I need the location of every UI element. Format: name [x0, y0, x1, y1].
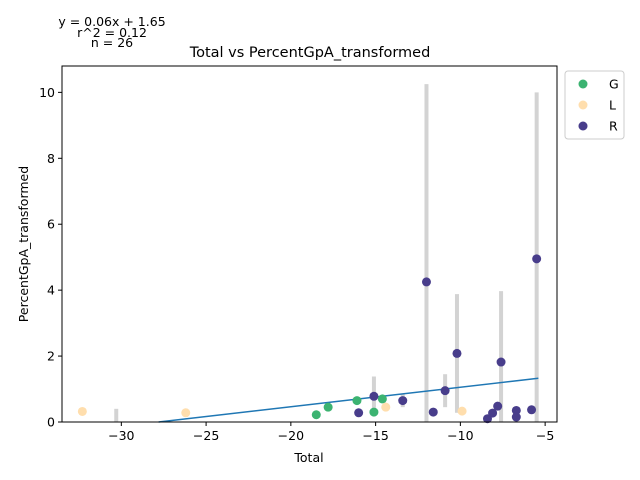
- point-G: [352, 396, 362, 406]
- legend-label-L: L: [609, 98, 616, 113]
- point-L: [77, 406, 87, 416]
- legend-marker-R: [578, 121, 588, 131]
- y-tick-label: 10: [39, 85, 55, 100]
- x-tick-label: −5: [536, 428, 554, 443]
- legend-marker-L: [578, 100, 588, 110]
- n-label: n = 26: [91, 35, 133, 50]
- error-bar: [424, 84, 429, 422]
- data-points: [77, 254, 542, 424]
- legend-frame: [564, 70, 625, 140]
- chart-title: Total vs PercentGpA_transformed: [189, 45, 431, 61]
- point-R: [527, 405, 537, 415]
- error-bar: [114, 408, 119, 422]
- y-axis-ticks: 0 2 4 6 8 10: [39, 85, 62, 430]
- x-tick-label: −20: [278, 428, 304, 443]
- y-axis-label: PercentGpA_transformed: [16, 166, 31, 322]
- regression-line-group: [158, 377, 539, 423]
- point-L: [181, 408, 191, 418]
- legend: GLR: [564, 70, 625, 140]
- error-bar: [499, 291, 504, 422]
- point-G: [311, 410, 321, 420]
- y-tick-label: 6: [47, 217, 55, 232]
- point-R: [452, 348, 462, 358]
- point-R: [493, 401, 503, 411]
- point-R: [354, 408, 364, 418]
- point-L: [381, 402, 391, 412]
- point-R: [511, 405, 521, 415]
- y-tick-label: 4: [47, 283, 55, 298]
- point-L: [457, 406, 467, 416]
- point-G: [377, 394, 387, 404]
- x-axis-ticks: −30 −25 −20 −15 −10 −5: [108, 422, 554, 443]
- point-G: [323, 402, 333, 412]
- error-bars: [80, 84, 539, 423]
- point-R: [398, 396, 408, 406]
- legend-label-G: G: [609, 77, 619, 92]
- point-R: [511, 412, 521, 422]
- regression-line: [158, 377, 539, 423]
- x-axis-label: Total: [293, 450, 323, 465]
- equation-label: y = 0.06x + 1.65: [58, 14, 165, 29]
- x-tick-label: −15: [362, 428, 388, 443]
- stats-annotation: y = 0.06x + 1.65 r^2 = 0.12 n = 26: [58, 14, 165, 50]
- y-tick-label: 2: [47, 349, 55, 364]
- y-tick-label: 0: [47, 415, 55, 430]
- point-R: [496, 357, 506, 367]
- r-squared-label: r^2 = 0.12: [77, 25, 147, 40]
- point-R: [488, 408, 498, 418]
- point-R: [428, 407, 438, 417]
- legend-marker-G: [578, 79, 588, 89]
- point-R: [421, 277, 431, 287]
- x-tick-label: −10: [447, 428, 473, 443]
- x-tick-label: −30: [108, 428, 134, 443]
- y-tick-label: 8: [47, 151, 55, 166]
- point-G: [369, 407, 379, 417]
- point-R: [369, 391, 379, 401]
- x-tick-label: −25: [193, 428, 219, 443]
- legend-label-R: R: [609, 119, 618, 134]
- plot-frame: [61, 65, 558, 423]
- point-R: [440, 386, 450, 396]
- point-R: [532, 254, 542, 264]
